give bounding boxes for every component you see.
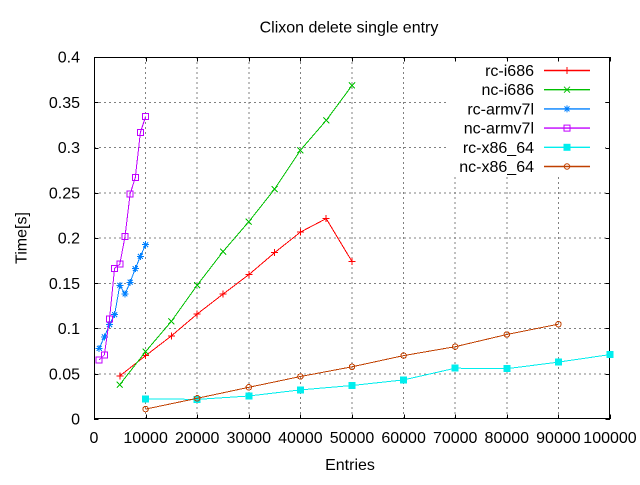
svg-text:0: 0: [90, 430, 99, 447]
svg-text:60000: 60000: [381, 430, 426, 447]
svg-text:100000: 100000: [583, 430, 636, 447]
svg-text:0.05: 0.05: [49, 366, 80, 383]
svg-text:0.15: 0.15: [49, 276, 80, 293]
svg-text:Clixon delete single entry: Clixon delete single entry: [260, 20, 439, 37]
svg-text:0.2: 0.2: [58, 231, 80, 248]
svg-text:40000: 40000: [278, 430, 323, 447]
svg-text:90000: 90000: [536, 430, 581, 447]
svg-text:nc-armv7l: nc-armv7l: [464, 121, 534, 138]
svg-text:0.3: 0.3: [58, 140, 80, 157]
svg-text:Time[s]: Time[s]: [14, 212, 31, 264]
svg-text:Entries: Entries: [325, 457, 375, 474]
svg-text:0.25: 0.25: [49, 185, 80, 202]
svg-text:rc-armv7l: rc-armv7l: [467, 101, 534, 118]
svg-text:nc-x86_64: nc-x86_64: [459, 159, 534, 176]
svg-text:0: 0: [71, 412, 80, 429]
svg-text:20000: 20000: [175, 430, 220, 447]
svg-text:10000: 10000: [123, 430, 168, 447]
svg-text:rc-i686: rc-i686: [485, 63, 534, 80]
svg-text:0.35: 0.35: [49, 95, 80, 112]
svg-text:rc-x86_64: rc-x86_64: [463, 140, 534, 157]
svg-text:50000: 50000: [330, 430, 375, 447]
svg-text:0.1: 0.1: [58, 321, 80, 338]
svg-text:70000: 70000: [433, 430, 478, 447]
svg-text:nc-i686: nc-i686: [482, 82, 535, 99]
svg-text:0.4: 0.4: [58, 50, 80, 67]
svg-text:80000: 80000: [485, 430, 530, 447]
svg-text:30000: 30000: [227, 430, 272, 447]
